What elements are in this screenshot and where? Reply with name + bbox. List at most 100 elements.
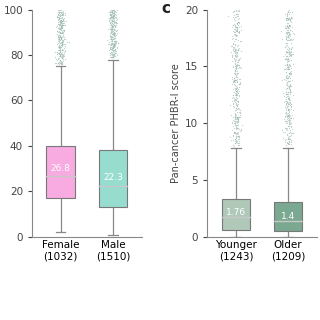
Point — [109, 46, 114, 51]
Point — [286, 110, 291, 115]
Point — [113, 31, 118, 36]
Point — [60, 11, 65, 16]
Point — [110, 36, 115, 42]
Point — [285, 111, 290, 116]
Point — [286, 22, 291, 27]
Point — [58, 41, 63, 46]
Point — [285, 92, 290, 97]
Point — [235, 88, 240, 93]
Point — [287, 86, 292, 91]
Point — [58, 48, 63, 53]
Point — [231, 78, 236, 84]
Point — [285, 56, 290, 61]
Point — [59, 7, 64, 12]
Point — [55, 13, 60, 19]
Point — [234, 119, 239, 124]
Point — [238, 79, 243, 84]
Point — [286, 142, 292, 147]
Point — [58, 49, 63, 54]
Point — [110, 22, 115, 27]
Point — [232, 46, 237, 51]
Point — [108, 29, 114, 34]
Point — [112, 38, 117, 44]
Point — [235, 19, 240, 24]
Point — [290, 51, 295, 56]
Point — [284, 60, 289, 65]
Point — [233, 48, 238, 53]
Point — [234, 119, 239, 124]
Point — [290, 77, 295, 82]
Point — [56, 33, 61, 38]
Point — [105, 38, 110, 43]
Point — [57, 44, 62, 49]
Point — [58, 37, 63, 43]
Point — [230, 92, 235, 97]
Point — [234, 138, 239, 143]
Point — [59, 16, 64, 21]
Point — [284, 26, 289, 31]
Point — [107, 23, 112, 28]
Point — [58, 13, 63, 19]
Point — [108, 44, 113, 49]
Point — [288, 52, 293, 57]
Point — [234, 52, 239, 57]
Point — [234, 141, 239, 146]
Point — [284, 65, 290, 70]
Point — [232, 32, 237, 37]
Point — [107, 36, 112, 41]
Point — [58, 20, 63, 25]
Point — [233, 140, 238, 145]
Point — [57, 49, 62, 54]
Point — [112, 46, 117, 52]
Point — [59, 49, 64, 54]
Point — [288, 57, 293, 62]
Point — [61, 49, 66, 54]
Point — [288, 51, 293, 56]
Point — [236, 12, 241, 17]
Point — [231, 27, 236, 32]
Point — [283, 15, 288, 20]
Point — [233, 140, 238, 145]
Point — [232, 123, 237, 128]
Point — [284, 38, 290, 43]
Point — [234, 8, 239, 13]
Point — [111, 21, 116, 26]
Point — [286, 65, 291, 70]
Point — [286, 139, 292, 144]
Point — [62, 10, 68, 15]
Point — [58, 36, 63, 41]
Point — [57, 22, 62, 27]
Point — [233, 62, 238, 67]
Point — [234, 124, 239, 129]
Point — [234, 116, 239, 121]
Point — [59, 18, 64, 23]
Point — [285, 107, 290, 112]
Point — [109, 9, 114, 14]
Point — [229, 49, 234, 54]
Point — [233, 52, 238, 57]
Point — [287, 18, 292, 23]
Point — [288, 84, 293, 89]
Point — [230, 134, 236, 139]
Point — [284, 92, 289, 97]
Point — [233, 78, 238, 83]
Point — [112, 18, 117, 23]
Point — [286, 125, 291, 131]
Point — [60, 43, 65, 48]
Point — [108, 41, 114, 46]
Point — [108, 23, 113, 28]
Point — [58, 54, 63, 59]
Point — [284, 115, 289, 120]
Point — [235, 80, 240, 85]
Point — [285, 91, 290, 96]
Point — [233, 85, 238, 91]
Point — [283, 100, 288, 106]
Point — [58, 25, 63, 30]
Point — [236, 16, 241, 21]
Point — [284, 31, 289, 36]
Point — [55, 23, 60, 28]
Point — [287, 76, 292, 81]
Point — [283, 140, 288, 145]
Point — [282, 24, 287, 29]
Point — [112, 48, 117, 53]
